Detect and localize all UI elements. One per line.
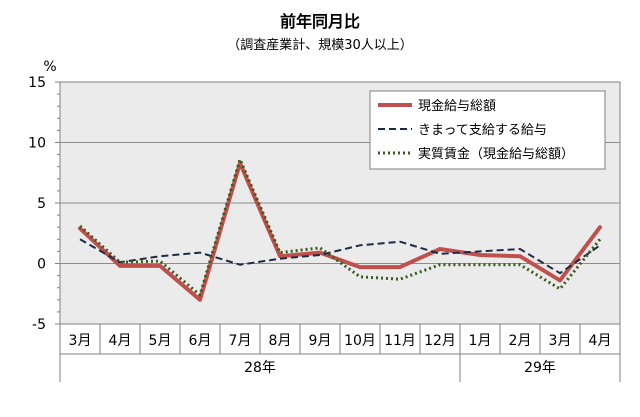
x-category-label: 8月 (269, 333, 292, 349)
x-category-label: 7月 (229, 333, 252, 349)
legend-label: きまって支給する給与 (418, 123, 547, 138)
y-tick-label: 5 (37, 196, 46, 212)
y-axis-unit-label: % (43, 59, 56, 75)
y-tick-label: 0 (37, 257, 46, 273)
series-line (78, 161, 602, 302)
x-category-label: 2月 (509, 333, 532, 349)
x-category-label: 4月 (589, 333, 612, 349)
x-category-label: 3月 (69, 333, 92, 349)
legend-label: 実質賃金（現金給与総額） (418, 146, 574, 162)
x-year-label: 29年 (524, 360, 556, 376)
chart-title: 前年同月比 (280, 12, 360, 31)
chart-subtitle: （調査産業計、規模30人以上） (227, 37, 413, 53)
y-tick-label: 15 (28, 75, 46, 91)
x-category-label: 12月 (424, 333, 456, 349)
y-tick-label: 10 (28, 136, 46, 152)
series-line (79, 238, 601, 275)
x-category-label: 5月 (149, 333, 172, 349)
x-category-label: 3月 (549, 333, 572, 349)
x-category-label: 10月 (344, 333, 376, 349)
x-year-label: 28年 (244, 360, 276, 376)
x-category-label: 6月 (189, 333, 212, 349)
x-category-label: 1月 (469, 333, 492, 349)
y-axis-ticks: -5 0 5 10 15 (28, 75, 60, 333)
x-category-label: 9月 (309, 333, 332, 349)
x-category-label: 4月 (109, 333, 132, 349)
x-category-label: 11月 (384, 333, 416, 349)
x-axis: 3月 4月 5月 6月 7月 8月 9月 10月 11月 12月 1月 2月 3月 4月 28年 29年 (59, 324, 621, 382)
series-layer (78, 157, 602, 302)
y-tick-label: -5 (32, 317, 46, 333)
legend-label: 現金給与総額 (418, 98, 496, 114)
